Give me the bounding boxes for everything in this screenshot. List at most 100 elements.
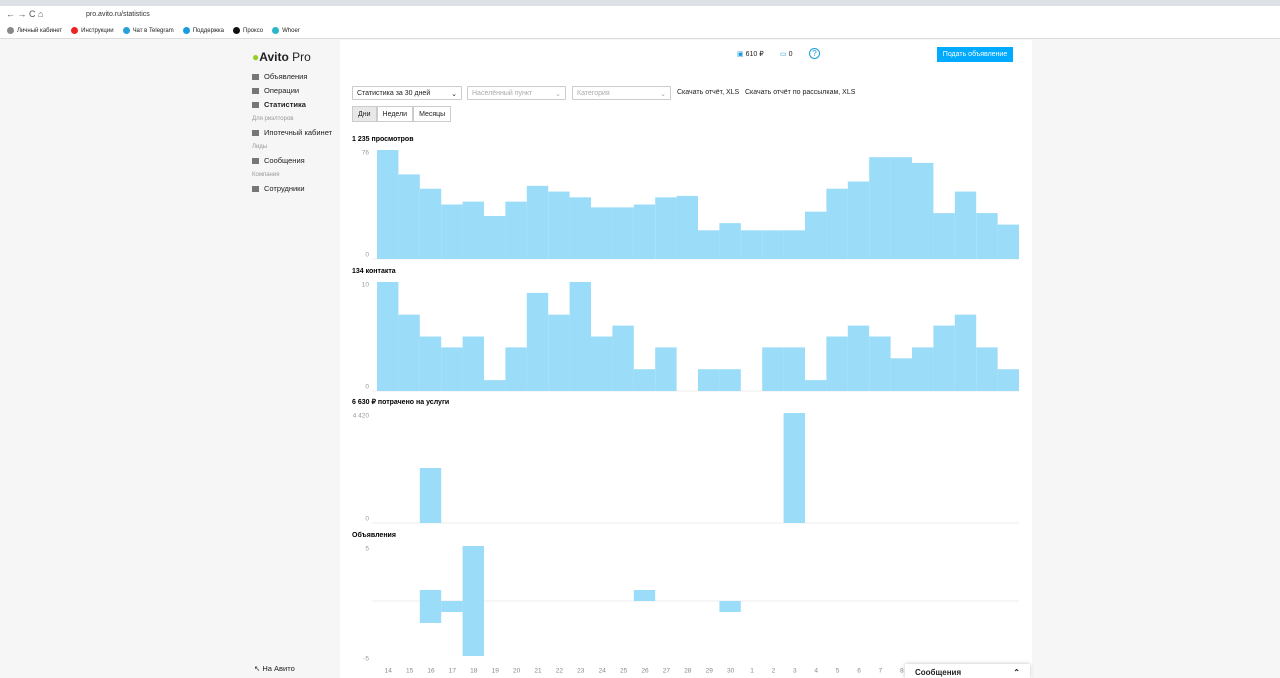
messages-count[interactable]: ▭ 0 <box>780 51 793 58</box>
menu-item[interactable]: Сообщения <box>252 156 332 170</box>
messages-panel[interactable]: Сообщения ⌃ <box>905 664 1030 678</box>
bar <box>783 347 805 391</box>
bar <box>847 325 870 391</box>
x-tick-label: 15 <box>406 668 414 675</box>
url[interactable]: pro.avito.ru/statistics <box>86 11 150 18</box>
menu-item[interactable]: Объявления <box>252 72 332 86</box>
city-select[interactable]: Населённый пункт ⌄ <box>467 86 566 100</box>
x-tick-label: 28 <box>684 668 692 675</box>
bar <box>548 314 570 391</box>
bookmark-icon <box>233 27 241 34</box>
x-tick-label: 7 <box>879 668 883 675</box>
bar <box>505 347 527 391</box>
bar <box>612 207 634 259</box>
x-tick-label: 20 <box>513 668 521 675</box>
bar <box>676 195 698 259</box>
bar <box>548 191 570 259</box>
bookmark[interactable]: Поддержка <box>182 27 224 34</box>
menu-label: Операции <box>264 86 300 95</box>
menu-icon <box>252 102 259 109</box>
bar <box>655 197 677 259</box>
chart-title: 1 235 просмотров <box>352 136 414 143</box>
y-tick-label: 0 <box>365 252 369 259</box>
bookmark-label: Проксо <box>243 27 264 34</box>
period-text: Статистика за 30 дней <box>357 90 431 97</box>
bookmark[interactable]: Проксо <box>233 27 263 34</box>
bar <box>484 215 506 259</box>
x-tick-label: 1 <box>750 668 754 675</box>
balance-text: 610 ₽ <box>745 51 764 58</box>
bookmark-label: Whoer <box>282 27 300 34</box>
x-tick-label: 5 <box>836 668 840 675</box>
menu-label: Сотрудники <box>264 184 305 193</box>
bar <box>976 213 998 259</box>
x-tick-label: 26 <box>641 668 649 675</box>
chart-title: 6 630 ₽ потрачено на услуги <box>352 398 449 406</box>
bookmark-icon <box>71 27 79 34</box>
y-tick-label: 76 <box>362 150 370 157</box>
bar <box>740 230 763 259</box>
bar <box>441 601 463 612</box>
bookmark-label: Чат в Telegram <box>132 27 174 34</box>
menu-item[interactable]: Операции <box>252 86 332 100</box>
bar <box>698 369 720 391</box>
nav-buttons[interactable]: ← → C ⌂ <box>6 9 44 19</box>
x-tick-label: 21 <box>534 668 542 675</box>
menu-icon <box>252 158 259 165</box>
category-select[interactable]: Категория ⌄ <box>572 86 671 100</box>
help[interactable]: ? <box>809 48 820 59</box>
chart-title: 134 контакта <box>352 268 396 275</box>
y-tick-label: 4 420 <box>353 413 370 420</box>
period-tab[interactable]: Недели <box>376 106 414 122</box>
menu-icon <box>252 186 259 193</box>
bar <box>462 201 484 259</box>
bookmark[interactable]: Инструкции <box>71 27 114 34</box>
period-tab[interactable]: Месяцы <box>413 106 452 122</box>
x-tick-label: 2 <box>772 668 776 675</box>
x-tick-label: 6 <box>857 668 861 675</box>
bar <box>826 188 848 259</box>
bar <box>719 601 741 612</box>
post-button[interactable]: Подать объявление <box>937 47 1013 62</box>
x-tick-label: 14 <box>385 668 393 675</box>
bookmark-icon <box>122 27 130 34</box>
footer-link[interactable]: ↖ На Авито <box>254 664 295 673</box>
bar <box>719 223 741 259</box>
bar <box>569 282 591 391</box>
bar <box>419 336 442 391</box>
menu-label: Объявления <box>264 72 308 81</box>
chart-title: Объявления <box>352 531 396 539</box>
report-link[interactable]: Скачать отчёт, XLS <box>677 89 740 96</box>
period-tab[interactable]: Дни <box>352 106 377 122</box>
bookmark[interactable]: Whoer <box>272 27 300 34</box>
bookmark[interactable]: Личный кабинет <box>7 27 62 34</box>
bar <box>419 188 442 259</box>
bar <box>954 191 977 259</box>
menu-label: Статистика <box>264 100 306 109</box>
menu-item[interactable]: Ипотечный кабинет <box>252 128 332 142</box>
bar <box>890 157 912 259</box>
bar <box>762 347 784 391</box>
bar <box>783 230 805 259</box>
logo-suffix: Pro <box>292 50 311 64</box>
bookmark[interactable]: Чат в Telegram <box>122 27 174 34</box>
x-tick-label: 29 <box>706 668 714 675</box>
bar <box>419 468 442 523</box>
menu-item[interactable]: Статистика <box>252 100 332 114</box>
bar <box>377 150 399 259</box>
bookmark-icon <box>182 27 190 34</box>
y-tick-label: 0 <box>365 516 369 523</box>
period-select[interactable]: Статистика за 30 дней ⌄ <box>352 86 462 100</box>
bar <box>526 185 549 259</box>
x-tick-label: 3 <box>793 668 797 675</box>
menu-item[interactable]: Сотрудники <box>252 184 332 198</box>
bar <box>762 230 784 259</box>
bookmark-label: Инструкции <box>81 27 114 34</box>
balance[interactable]: ▣ 610 ₽ <box>737 51 764 58</box>
bar <box>869 336 891 391</box>
logo[interactable]: ●Avito Pro <box>252 50 311 64</box>
report-link[interactable]: Скачать отчёт по рассылкам, XLS <box>745 89 856 96</box>
bar <box>698 230 720 259</box>
bar <box>805 211 827 259</box>
